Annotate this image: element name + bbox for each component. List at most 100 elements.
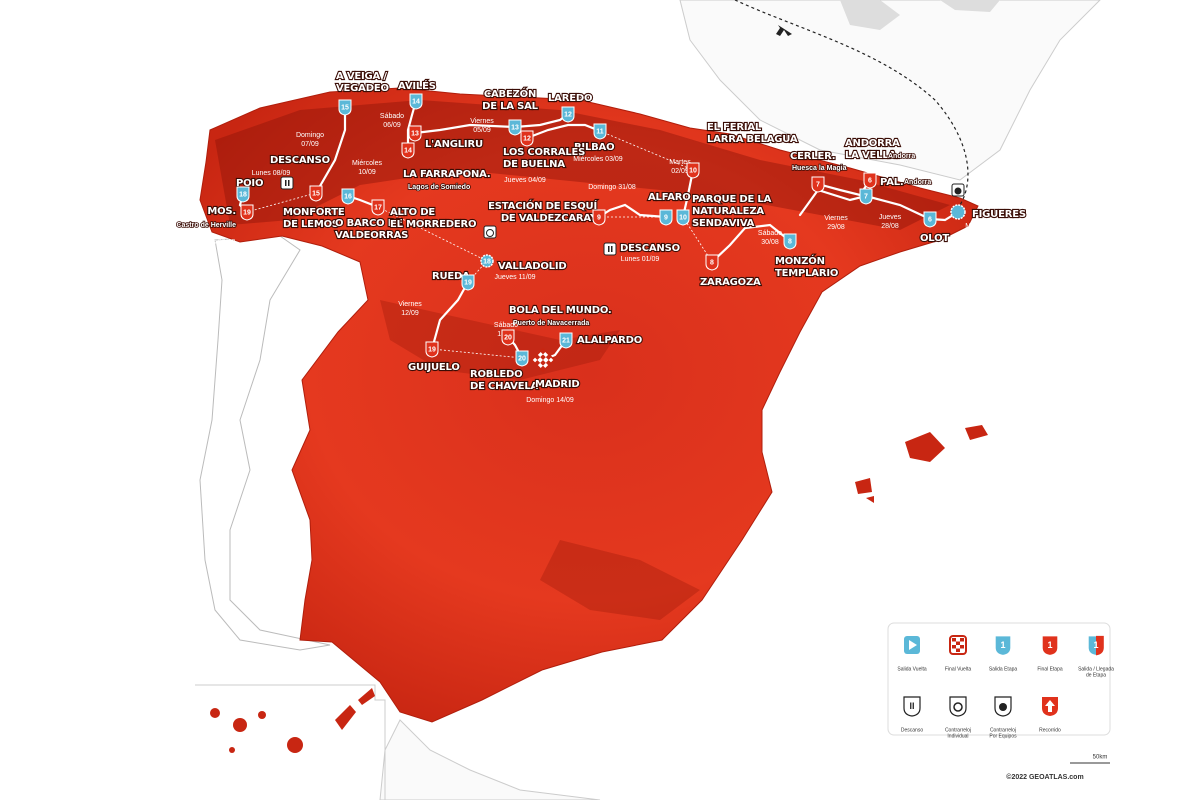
stage-date: Viernes	[824, 215, 848, 222]
legend-label: Salida / Llegada	[1078, 666, 1114, 672]
stage-marker: 18	[480, 254, 494, 268]
stage-date: Miércoles	[352, 160, 382, 167]
stage-marker: 9	[592, 209, 606, 226]
balearic-islands	[855, 425, 988, 503]
stage-date: Miércoles 03/09	[573, 156, 623, 163]
stage-number: 20	[504, 334, 512, 341]
place-sublabel: Castro de Herville	[176, 222, 236, 229]
stage-date: Domingo 14/09	[526, 397, 574, 404]
place-label: DESCANSO	[270, 155, 330, 166]
stage-date: 07/09	[301, 141, 319, 148]
stage-marker: 8	[783, 233, 797, 250]
stage-number: 20	[518, 355, 526, 362]
stage-date: 30/08	[761, 239, 779, 246]
flight-path	[734, 0, 969, 206]
stage-number: 6	[928, 216, 932, 223]
stage-number: 10	[689, 167, 697, 174]
legend-label: Recorrido	[1039, 727, 1061, 733]
canary-islands	[195, 684, 386, 800]
place-label: A VEIGA /	[336, 71, 387, 82]
stage-marker: 12	[561, 106, 575, 123]
stage-number: 6	[868, 177, 872, 184]
marker-shape	[1096, 635, 1104, 656]
stage-date: Jueves	[879, 214, 902, 221]
place-label: VEGADEO	[336, 83, 389, 94]
legend-item: 1 Final Etapa	[1037, 635, 1063, 672]
stage-marker: 20	[515, 350, 529, 367]
stage-number: 8	[788, 238, 792, 245]
stage-marker: 16	[341, 188, 355, 205]
legend-item: 1 Salida Etapa	[989, 635, 1017, 672]
place-label: DE BUELNA	[503, 159, 565, 170]
place-sublabel: Andorra	[888, 153, 915, 160]
stage-date: 06/09	[383, 122, 401, 129]
marker-shape	[783, 233, 797, 250]
place-label: MOS.	[207, 206, 236, 217]
stage-date: Lunes 08/09	[252, 170, 291, 177]
scale: 50km	[1093, 755, 1108, 761]
legend-icon	[952, 638, 956, 642]
stage-marker: 13	[508, 119, 522, 136]
marker-shape	[371, 199, 385, 216]
stage-date: Miércoles 27/08	[965, 223, 1015, 230]
stage-marker: 6	[863, 172, 877, 189]
stage-number: 19	[428, 346, 436, 353]
stage-number: 14	[412, 98, 420, 105]
legend-label: Contrarreloj	[990, 727, 1016, 733]
legend-icon	[956, 641, 960, 645]
stage-marker: 19	[240, 204, 254, 221]
stage-number: 17	[374, 204, 382, 211]
place-label: EL FERIAL	[707, 122, 762, 133]
marker-shape	[408, 125, 422, 142]
stage-marker: 15	[309, 185, 323, 202]
place-label: VALDEORRAS	[335, 230, 408, 241]
place-sublabel: Andorra	[904, 179, 931, 186]
stage-marker: 10	[686, 162, 700, 179]
stage-number: 15	[312, 190, 320, 197]
place-sublabel: Huesca la Magia	[792, 165, 847, 172]
place-label: ALTO DE	[390, 207, 435, 218]
stage-marker: 6	[923, 211, 937, 228]
mountains	[540, 540, 700, 620]
stage-number: 16	[344, 193, 352, 200]
stage-date: Jueves 04/09	[504, 177, 546, 184]
stage-date: Viernes	[398, 301, 422, 308]
place-label: AVILÉS	[398, 79, 436, 92]
stage-marker: 11	[593, 123, 607, 140]
stage-number: 18	[239, 191, 247, 198]
legend-icon	[949, 696, 967, 717]
stage-number: 9	[597, 214, 601, 221]
legend-label: Final Vuelta	[945, 666, 971, 672]
place-label: DE LEMOS	[283, 219, 339, 230]
legend-icon	[960, 645, 964, 649]
rest-icon	[603, 242, 617, 256]
place-label: O BARCO DE	[335, 218, 403, 229]
stage-number: 9	[664, 214, 668, 221]
stage-marker: 15	[338, 99, 352, 116]
legend-label: Contrarreloj	[945, 727, 971, 733]
stage-number: 11	[596, 128, 604, 135]
stage-number: 8	[710, 259, 714, 266]
place-label: LA VELLA.	[845, 150, 900, 161]
credit: ©2022 GEOATLAS.com	[1006, 773, 1083, 781]
stage-date: Jueves 11/09	[494, 274, 535, 281]
place-label: NATURALEZA	[692, 206, 764, 217]
legend-item: Final Vuelta	[945, 635, 971, 672]
time-trial-icon	[951, 183, 965, 197]
place-sublabel: Lagos de Somiedo	[408, 184, 470, 191]
place-label: ANDORRA	[845, 138, 900, 149]
stage-date: 29/08	[827, 224, 845, 231]
legend-icon	[956, 648, 960, 652]
stage-marker: 13	[408, 125, 422, 142]
legend-icon	[960, 638, 964, 642]
place-label: DESCANSO	[620, 243, 680, 254]
stage-marker: 12	[520, 130, 534, 147]
place-label: LAREDO	[548, 93, 592, 104]
stage-marker: 21	[559, 332, 573, 349]
stage-number: 21	[562, 337, 570, 344]
place-label: CABEZÓN	[484, 87, 536, 100]
marker-shape	[240, 204, 254, 221]
stage-date: Domingo	[296, 132, 324, 139]
legend-icon-text: 1	[1047, 640, 1052, 650]
